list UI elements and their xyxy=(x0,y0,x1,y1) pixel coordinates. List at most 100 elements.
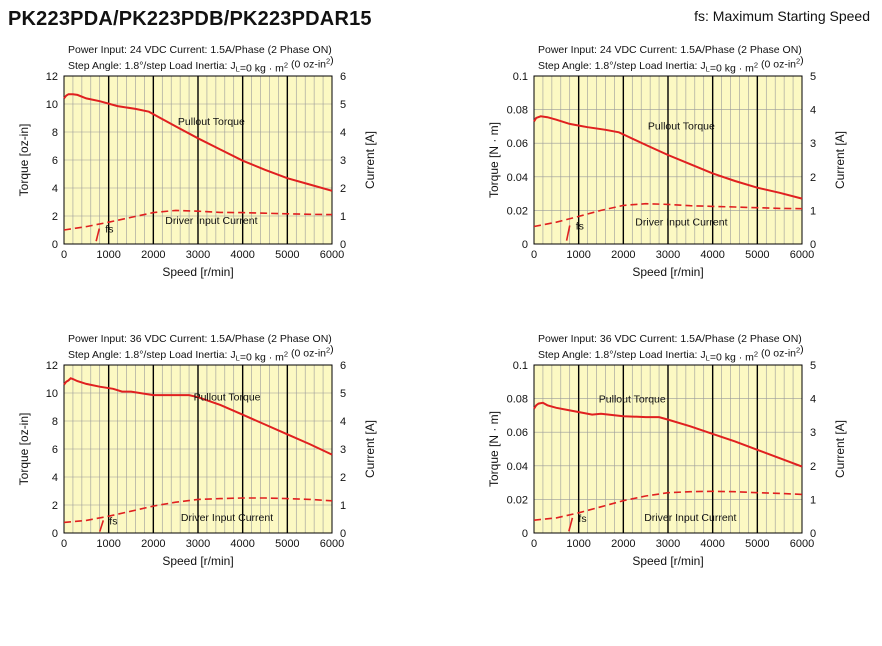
y2-tick-label: 1 xyxy=(340,500,346,512)
y-tick-label: 0.02 xyxy=(507,494,528,506)
x-tick-label: 4000 xyxy=(230,249,254,261)
info-line-1: Power Input: 24 VDC Current: 1.5A/Phase … xyxy=(68,44,332,56)
series-pullout-torque xyxy=(63,377,333,456)
y-tick-label: 0.02 xyxy=(507,205,528,217)
fs-label: fs xyxy=(109,515,117,527)
x-axis-label: Speed [r/min] xyxy=(632,554,703,568)
series-driver-input-current xyxy=(63,497,333,524)
chart-36vdc-oz-in: Power Input: 36 VDC Current: 1.5A/Phase … xyxy=(17,333,377,568)
x-tick-label: 6000 xyxy=(320,249,344,261)
series-pullout-torque xyxy=(533,115,803,200)
y-axis-label: Torque [oz-in] xyxy=(17,413,31,486)
y-axis-label: Torque [N · m] xyxy=(487,122,501,198)
y2-tick-label: 5 xyxy=(810,360,816,372)
series-driver-input-current xyxy=(533,490,803,521)
info-line-2-part: ) xyxy=(330,344,334,356)
y2-tick-label: 0 xyxy=(340,239,346,251)
y-tick-label: 0 xyxy=(52,239,58,251)
fs-label: fs xyxy=(578,513,586,525)
x-tick-label: 3000 xyxy=(186,538,210,550)
info-line-2-part: =0 kg · m xyxy=(240,352,284,364)
y-tick-label: 6 xyxy=(52,155,58,167)
x-tick-label: 5000 xyxy=(745,249,769,261)
y-axis-label: Torque [oz-in] xyxy=(17,124,31,197)
y-tick-label: 2 xyxy=(52,500,58,512)
x-tick-label: 1000 xyxy=(566,538,590,550)
x-tick-label: 0 xyxy=(531,538,537,550)
y-tick-label: 6 xyxy=(52,444,58,456)
x-tick-label: 1000 xyxy=(96,538,120,550)
y2-tick-label: 2 xyxy=(810,461,816,473)
info-line-2-part: ) xyxy=(330,55,334,67)
y2-tick-label: 4 xyxy=(810,394,816,406)
y-tick-label: 0.1 xyxy=(513,71,528,83)
chart-36vdc-n-m: Power Input: 36 VDC Current: 1.5A/Phase … xyxy=(487,333,847,568)
annotation-pullout-torque: Pullout Torque xyxy=(648,121,715,133)
fs-label: fs xyxy=(576,221,584,233)
annotation-pullout-torque: Pullout Torque xyxy=(178,116,245,128)
info-line-2-part: L xyxy=(236,65,240,74)
info-line-2-part: 2 xyxy=(326,57,330,66)
y2-axis-label: Current [A] xyxy=(833,131,847,189)
y-tick-label: 8 xyxy=(52,416,58,428)
y2-tick-label: 6 xyxy=(340,360,346,372)
y2-axis-label: Current [A] xyxy=(363,420,377,478)
info-line-2-part: L xyxy=(236,354,240,363)
x-axis-label: Speed [r/min] xyxy=(162,554,233,568)
y2-tick-label: 1 xyxy=(810,494,816,506)
y-tick-label: 12 xyxy=(46,360,58,372)
y-tick-label: 0.08 xyxy=(507,394,528,406)
y2-tick-label: 2 xyxy=(340,183,346,195)
y2-axis-label: Current [A] xyxy=(833,420,847,478)
y-tick-label: 0.04 xyxy=(507,172,528,184)
legend-note: fs: Maximum Starting Speed xyxy=(694,8,870,24)
info-line-2-part: =0 kg · m xyxy=(710,352,754,364)
y-tick-label: 0.06 xyxy=(507,138,528,150)
info-line-2-part: (0 oz-in xyxy=(288,59,326,71)
x-tick-label: 5000 xyxy=(275,249,299,261)
info-line-2-part: (0 oz-in xyxy=(758,59,796,71)
fs-marker xyxy=(98,520,105,532)
plot-frame xyxy=(63,75,333,245)
x-tick-label: 2000 xyxy=(611,249,635,261)
x-tick-label: 0 xyxy=(61,249,67,261)
y2-tick-label: 5 xyxy=(340,99,346,111)
info-line-2: Step Angle: 1.8°/step Load Inertia: JL=0… xyxy=(68,55,334,75)
y2-tick-label: 5 xyxy=(340,388,346,400)
x-tick-label: 3000 xyxy=(656,249,680,261)
x-tick-label: 4000 xyxy=(700,249,724,261)
x-tick-label: 4000 xyxy=(700,538,724,550)
annotation-pullout-torque: Pullout Torque xyxy=(194,392,261,404)
info-line-2-part: 2 xyxy=(326,346,330,355)
y2-tick-label: 5 xyxy=(810,71,816,83)
info-line-2-part: =0 kg · m xyxy=(710,63,754,75)
y-tick-label: 0.08 xyxy=(507,105,528,117)
x-tick-label: 6000 xyxy=(790,249,814,261)
y-tick-label: 0.06 xyxy=(507,427,528,439)
y2-tick-label: 1 xyxy=(810,205,816,217)
info-line-2-part: Step Angle: 1.8°/step Load Inertia: J xyxy=(538,349,706,361)
x-tick-label: 6000 xyxy=(320,538,344,550)
info-line-2: Step Angle: 1.8°/step Load Inertia: JL=0… xyxy=(538,344,804,364)
y2-tick-label: 3 xyxy=(340,444,346,456)
y-tick-label: 10 xyxy=(46,388,58,400)
info-line-2-part: (0 oz-in xyxy=(288,348,326,360)
y-axis-label: Torque [N · m] xyxy=(487,411,501,487)
info-line-2-part: 2 xyxy=(284,61,288,70)
annotation-driver-input-current: Driver Input Current xyxy=(165,215,257,227)
x-tick-label: 1000 xyxy=(566,249,590,261)
x-axis-label: Speed [r/min] xyxy=(632,265,703,279)
y2-tick-label: 6 xyxy=(340,71,346,83)
x-tick-label: 5000 xyxy=(745,538,769,550)
x-tick-label: 5000 xyxy=(275,538,299,550)
x-tick-label: 0 xyxy=(61,538,67,550)
annotation-driver-input-current: Driver Input Current xyxy=(181,512,273,524)
fs-marker xyxy=(95,228,101,242)
x-tick-label: 2000 xyxy=(611,538,635,550)
y2-tick-label: 0 xyxy=(810,239,816,251)
info-line-2-part: L xyxy=(706,65,710,74)
x-tick-label: 2000 xyxy=(141,538,165,550)
y-tick-label: 0 xyxy=(522,528,528,540)
y2-tick-label: 2 xyxy=(810,172,816,184)
y-tick-label: 4 xyxy=(52,183,58,195)
